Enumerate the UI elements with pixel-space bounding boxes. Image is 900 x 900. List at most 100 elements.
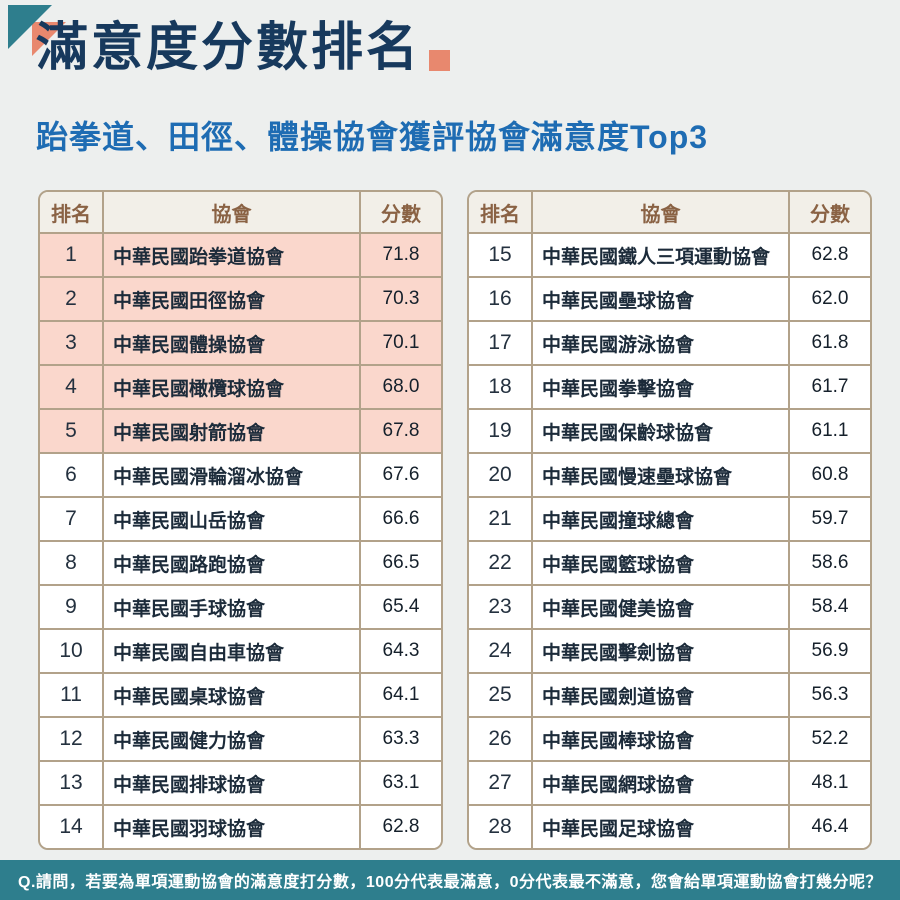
table-row: 22 中華民國籃球協會 58.6: [469, 540, 870, 584]
table-row: 21 中華民國撞球總會 59.7: [469, 496, 870, 540]
rank-cell: 23: [488, 595, 512, 618]
association-cell: 中華民國跆拳道協會: [102, 234, 361, 276]
rank-cell: 5: [65, 419, 77, 442]
score-cell: 64.3: [382, 640, 420, 661]
table-row: 8 中華民國路跑協會 66.5: [40, 540, 441, 584]
table-row: 23 中華民國健美協會 58.4: [469, 584, 870, 628]
table-header-row: 排名 協會 分數: [469, 192, 870, 232]
rank-cell: 28: [488, 815, 512, 838]
score-cell: 66.5: [382, 552, 420, 573]
rank-cell: 26: [488, 727, 512, 750]
rank-cell: 14: [59, 815, 83, 838]
association-cell: 中華民國橄欖球協會: [102, 366, 361, 408]
ranking-table-left: 排名 協會 分數 1 中華民國跆拳道協會 71.8 2 中華民國田徑協會 70.…: [38, 190, 443, 850]
table-row: 4 中華民國橄欖球協會 68.0: [40, 364, 441, 408]
association-cell: 中華民國健美協會: [531, 586, 790, 628]
tables-container: 排名 協會 分數 1 中華民國跆拳道協會 71.8 2 中華民國田徑協會 70.…: [38, 190, 872, 850]
score-cell: 62.8: [382, 816, 420, 837]
association-cell: 中華民國射箭協會: [102, 410, 361, 452]
rank-cell: 16: [488, 287, 512, 310]
page-title: 滿意度分數排名: [36, 19, 422, 77]
rank-cell: 27: [488, 771, 512, 794]
score-cell: 61.1: [811, 420, 849, 441]
association-cell: 中華民國棒球協會: [531, 718, 790, 760]
rank-cell: 21: [488, 507, 512, 530]
score-cell: 58.4: [811, 596, 849, 617]
header-score: 分數: [381, 203, 421, 226]
score-cell: 68.0: [382, 376, 420, 397]
table-row: 13 中華民國排球協會 63.1: [40, 760, 441, 804]
association-cell: 中華民國撞球總會: [531, 498, 790, 540]
table-row: 10 中華民國自由車協會 64.3: [40, 628, 441, 672]
association-cell: 中華民國拳擊協會: [531, 366, 790, 408]
score-cell: 62.0: [811, 288, 849, 309]
table-row: 11 中華民國桌球協會 64.1: [40, 672, 441, 716]
score-cell: 56.3: [811, 684, 849, 705]
association-cell: 中華民國鐵人三項運動協會: [531, 234, 790, 276]
table-row: 7 中華民國山岳協會 66.6: [40, 496, 441, 540]
score-cell: 70.3: [382, 288, 420, 309]
table-row: 27 中華民國網球協會 48.1: [469, 760, 870, 804]
score-cell: 46.4: [811, 816, 849, 837]
association-cell: 中華民國劍道協會: [531, 674, 790, 716]
rank-cell: 9: [65, 595, 77, 618]
association-cell: 中華民國擊劍協會: [531, 630, 790, 672]
table-row: 6 中華民國滑輪溜冰協會 67.6: [40, 452, 441, 496]
rank-cell: 25: [488, 683, 512, 706]
association-cell: 中華民國游泳協會: [531, 322, 790, 364]
table-row: 24 中華民國擊劍協會 56.9: [469, 628, 870, 672]
table-row: 16 中華民國壘球協會 62.0: [469, 276, 870, 320]
score-cell: 67.8: [382, 420, 420, 441]
association-cell: 中華民國保齡球協會: [531, 410, 790, 452]
rank-cell: 19: [488, 419, 512, 442]
rank-cell: 7: [65, 507, 77, 530]
association-cell: 中華民國排球協會: [102, 762, 361, 804]
score-cell: 63.3: [382, 728, 420, 749]
header-rank: 排名: [480, 203, 520, 226]
table-row: 25 中華民國劍道協會 56.3: [469, 672, 870, 716]
score-cell: 58.6: [811, 552, 849, 573]
page-subtitle: 跆拳道、田徑、體操協會獲評協會滿意度Top3: [36, 119, 709, 155]
rank-cell: 15: [488, 243, 512, 266]
rank-cell: 8: [65, 551, 77, 574]
score-cell: 64.1: [382, 684, 420, 705]
table-row: 19 中華民國保齡球協會 61.1: [469, 408, 870, 452]
table-row: 2 中華民國田徑協會 70.3: [40, 276, 441, 320]
rank-cell: 12: [59, 727, 83, 750]
rank-cell: 18: [488, 375, 512, 398]
table-row: 12 中華民國健力協會 63.3: [40, 716, 441, 760]
association-cell: 中華民國滑輪溜冰協會: [102, 454, 361, 496]
header-association: 協會: [531, 192, 790, 232]
score-cell: 63.1: [382, 772, 420, 793]
score-cell: 67.6: [382, 464, 420, 485]
association-cell: 中華民國網球協會: [531, 762, 790, 804]
ranking-table-right: 排名 協會 分數 15 中華民國鐵人三項運動協會 62.8 16 中華民國壘球協…: [467, 190, 872, 850]
association-cell: 中華民國手球協會: [102, 586, 361, 628]
table-row: 17 中華民國游泳協會 61.8: [469, 320, 870, 364]
title-block: 滿意度分數排名: [36, 19, 451, 77]
header-rank: 排名: [51, 203, 91, 226]
score-cell: 56.9: [811, 640, 849, 661]
association-cell: 中華民國路跑協會: [102, 542, 361, 584]
rank-cell: 6: [65, 463, 77, 486]
score-cell: 70.1: [382, 332, 420, 353]
score-cell: 48.1: [811, 772, 849, 793]
score-cell: 65.4: [382, 596, 420, 617]
association-cell: 中華民國羽球協會: [102, 806, 361, 848]
table-row: 20 中華民國慢速壘球協會 60.8: [469, 452, 870, 496]
title-accent-square-icon: [429, 50, 451, 72]
rank-cell: 3: [65, 331, 77, 354]
score-cell: 71.8: [382, 244, 420, 265]
table-header-row: 排名 協會 分數: [40, 192, 441, 232]
table-row: 28 中華民國足球協會 46.4: [469, 804, 870, 848]
score-cell: 59.7: [811, 508, 849, 529]
table-row: 15 中華民國鐵人三項運動協會 62.8: [469, 232, 870, 276]
association-cell: 中華民國壘球協會: [531, 278, 790, 320]
footer-question: Q.請問，若要為單項運動協會的滿意度打分數，100分代表最滿意，0分代表最不滿意…: [18, 874, 882, 891]
header-association: 協會: [102, 192, 361, 232]
score-cell: 61.7: [811, 376, 849, 397]
rank-cell: 20: [488, 463, 512, 486]
score-cell: 52.2: [811, 728, 849, 749]
association-cell: 中華民國體操協會: [102, 322, 361, 364]
